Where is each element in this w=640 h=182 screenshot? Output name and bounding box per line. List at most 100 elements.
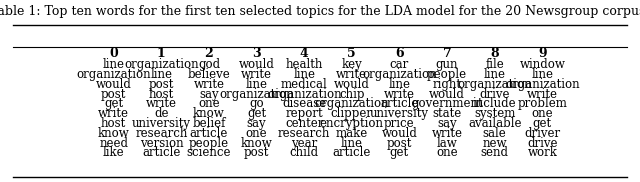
Text: believe: believe <box>188 68 230 81</box>
Text: university: university <box>370 107 429 120</box>
Text: would: would <box>429 88 465 100</box>
Text: say: say <box>199 88 219 100</box>
Text: encryption: encryption <box>320 117 384 130</box>
Text: organization: organization <box>124 58 198 71</box>
Text: send: send <box>481 146 509 159</box>
Text: law: law <box>436 136 458 150</box>
Text: gun: gun <box>436 58 458 71</box>
Text: key: key <box>341 58 362 71</box>
Text: need: need <box>99 136 128 150</box>
Text: host: host <box>101 117 126 130</box>
Text: line: line <box>246 78 268 91</box>
Text: know: know <box>98 127 130 140</box>
Text: drive: drive <box>479 88 510 100</box>
Text: state: state <box>433 107 461 120</box>
Text: write: write <box>431 127 463 140</box>
Text: right: right <box>433 78 461 91</box>
Text: version: version <box>140 136 183 150</box>
Text: 9: 9 <box>538 47 547 60</box>
Text: write: write <box>98 107 129 120</box>
Text: write: write <box>193 78 225 91</box>
Text: organization: organization <box>76 68 151 81</box>
Text: would: would <box>381 127 417 140</box>
Text: get: get <box>390 146 409 159</box>
Text: health: health <box>285 58 323 71</box>
Text: 7: 7 <box>443 47 451 60</box>
Text: line: line <box>484 68 506 81</box>
Text: report: report <box>285 107 323 120</box>
Text: 0: 0 <box>109 47 118 60</box>
Text: belief: belief <box>192 117 226 130</box>
Text: one: one <box>531 107 553 120</box>
Text: article: article <box>190 127 228 140</box>
Text: know: know <box>193 107 225 120</box>
Text: 3: 3 <box>252 47 261 60</box>
Text: would: would <box>334 78 370 91</box>
Text: 5: 5 <box>348 47 356 60</box>
Text: write: write <box>241 68 272 81</box>
Text: child: child <box>290 146 319 159</box>
Text: would: would <box>239 58 275 71</box>
Text: one: one <box>436 146 458 159</box>
Text: write: write <box>384 88 415 100</box>
Text: 8: 8 <box>490 47 499 60</box>
Text: one: one <box>198 97 220 110</box>
Text: available: available <box>468 117 522 130</box>
Text: article: article <box>380 97 419 110</box>
Text: write: write <box>336 68 367 81</box>
Text: 1: 1 <box>157 47 166 60</box>
Text: post: post <box>244 146 269 159</box>
Text: car: car <box>390 58 409 71</box>
Text: line: line <box>150 68 172 81</box>
Text: say: say <box>247 117 266 130</box>
Text: say: say <box>437 117 457 130</box>
Text: line: line <box>341 136 363 150</box>
Text: drive: drive <box>527 136 557 150</box>
Text: medical: medical <box>281 78 328 91</box>
Text: system: system <box>474 107 515 120</box>
Text: 6: 6 <box>395 47 404 60</box>
Text: line: line <box>293 68 315 81</box>
Text: year: year <box>291 136 317 150</box>
Text: god: god <box>198 58 220 71</box>
Text: line: line <box>388 78 410 91</box>
Text: organization: organization <box>267 88 342 100</box>
Text: sale: sale <box>483 127 506 140</box>
Text: new: new <box>483 136 507 150</box>
Text: problem: problem <box>517 97 567 110</box>
Text: article: article <box>142 146 180 159</box>
Text: go: go <box>249 97 264 110</box>
Text: 4: 4 <box>300 47 308 60</box>
Text: line: line <box>531 68 553 81</box>
Text: write: write <box>146 97 177 110</box>
Text: 2: 2 <box>205 47 213 60</box>
Text: window: window <box>519 58 565 71</box>
Text: price: price <box>384 117 415 130</box>
Text: host: host <box>148 88 174 100</box>
Text: write: write <box>527 88 558 100</box>
Text: one: one <box>246 127 268 140</box>
Text: work: work <box>527 146 557 159</box>
Text: post: post <box>148 78 174 91</box>
Text: include: include <box>473 97 516 110</box>
Text: science: science <box>187 146 231 159</box>
Text: file: file <box>485 58 504 71</box>
Text: know: know <box>241 136 273 150</box>
Text: article: article <box>333 146 371 159</box>
Text: de: de <box>154 107 168 120</box>
Text: like: like <box>103 146 125 159</box>
Text: organization: organization <box>458 78 532 91</box>
Text: center: center <box>285 117 323 130</box>
Text: organization: organization <box>220 88 294 100</box>
Text: research: research <box>278 127 330 140</box>
Text: organization: organization <box>362 68 436 81</box>
Text: Table 1: Top ten words for the first ten selected topics for the LDA model for t: Table 1: Top ten words for the first ten… <box>0 5 640 18</box>
Text: line: line <box>103 58 125 71</box>
Text: get: get <box>247 107 266 120</box>
Text: people: people <box>189 136 229 150</box>
Text: post: post <box>387 136 412 150</box>
Text: people: people <box>427 68 467 81</box>
Text: would: would <box>96 78 132 91</box>
Text: organization: organization <box>314 97 389 110</box>
Text: clipper: clipper <box>331 107 373 120</box>
